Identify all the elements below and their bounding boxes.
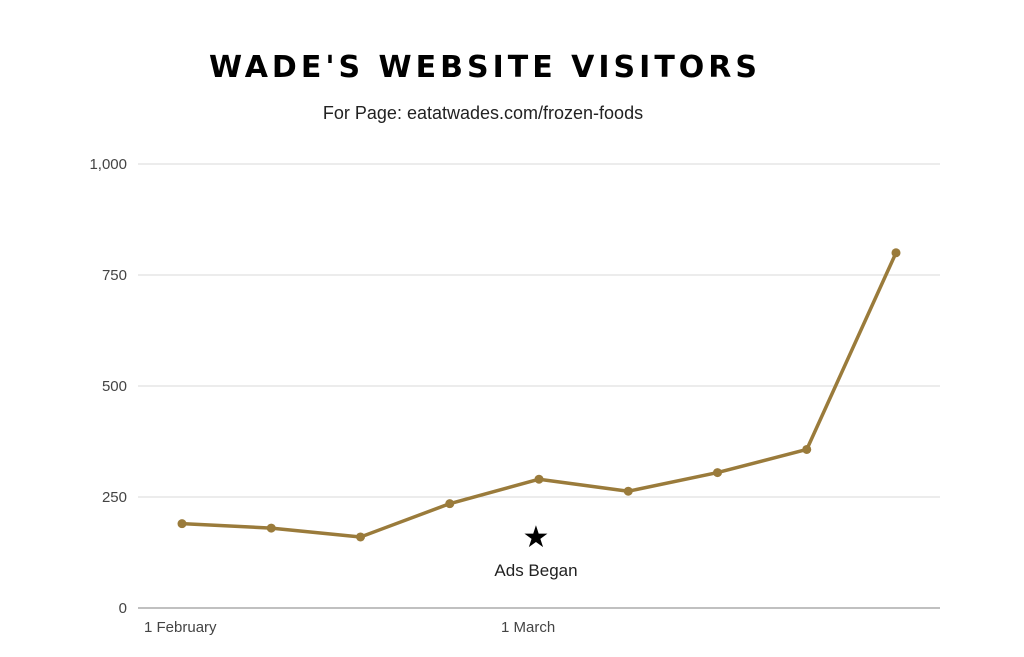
- data-point: [623, 486, 633, 496]
- y-tick-label: 0: [119, 600, 127, 617]
- annotation-label: Ads Began: [494, 561, 577, 580]
- series-line: [180, 251, 898, 539]
- data-point: [802, 444, 812, 454]
- annotations: ★ Ads Began: [494, 520, 577, 580]
- data-point: [534, 474, 544, 484]
- data-point: [356, 532, 365, 542]
- x-axis-tick-labels: 1 February 1 March: [144, 619, 555, 636]
- gridlines: [138, 163, 940, 609]
- star-icon: ★: [523, 520, 550, 555]
- y-tick-label: 500: [102, 378, 127, 395]
- data-point: [891, 248, 901, 258]
- data-point: [177, 519, 187, 529]
- chart-title: WADE'S WEBSITE VISITORS: [208, 50, 762, 85]
- y-tick-label: 750: [102, 267, 127, 284]
- data-point: [445, 499, 455, 509]
- y-axis-tick-labels: 0 250 500 750 1,000: [89, 156, 127, 617]
- chart-subtitle: For Page: eatatwades.com/frozen-foods: [322, 103, 644, 123]
- series-visitors: [177, 248, 901, 542]
- x-tick-label: 1 February: [144, 619, 217, 636]
- y-tick-label: 1,000: [89, 156, 127, 173]
- data-point: [266, 523, 276, 533]
- x-tick-label: 1 March: [501, 619, 555, 636]
- data-point: [713, 468, 722, 478]
- y-tick-label: 250: [102, 489, 127, 506]
